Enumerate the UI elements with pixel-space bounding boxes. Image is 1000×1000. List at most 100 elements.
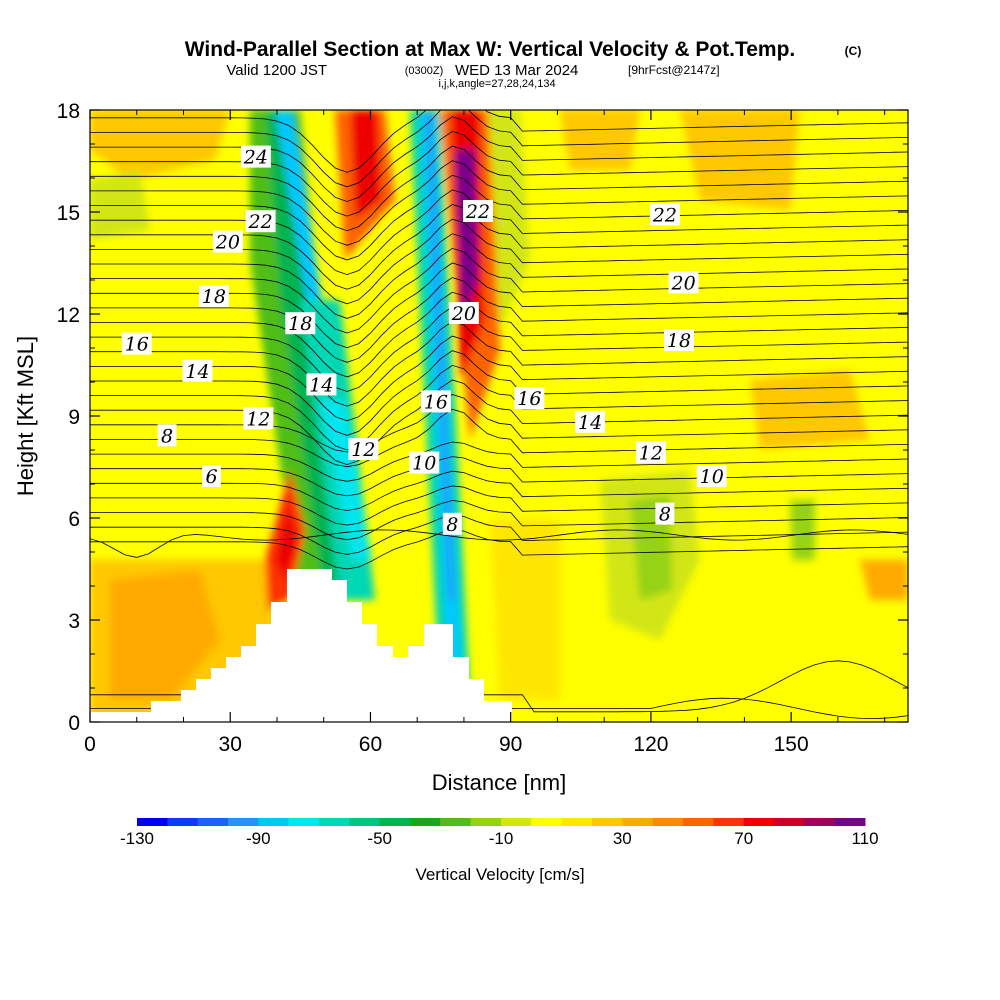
contour-label-text: 12 <box>246 408 270 430</box>
contour-label: 18 <box>285 312 316 335</box>
theta-contour-line <box>90 394 908 453</box>
theta-contour-line <box>90 145 908 232</box>
contour-label-bg <box>696 465 727 488</box>
theta-contour-line <box>90 174 908 261</box>
contour-label-bg <box>157 424 177 447</box>
contour-label: 22 <box>245 210 276 233</box>
contour-label-bg <box>212 230 243 253</box>
valid-time-label: Valid 1200 JST <box>226 62 327 79</box>
contour-label-text: 16 <box>517 388 541 410</box>
contour-label-bg <box>442 512 462 535</box>
colorbar-swatch <box>197 818 229 826</box>
colorbar-swatch <box>592 818 623 826</box>
colorbar-tick-label: -50 <box>367 829 392 848</box>
colorbar-swatch <box>137 818 168 826</box>
colorbar <box>137 818 866 826</box>
colorbar-swatch <box>440 818 472 826</box>
theta-contour-line <box>90 277 908 363</box>
contour-label-bg <box>285 312 316 335</box>
contour-label: 16 <box>121 332 152 356</box>
colorbar-label: Vertical Velocity [cm/s] <box>415 865 584 884</box>
theta-contour-line <box>90 110 908 188</box>
contour-label-bg <box>655 502 675 525</box>
theta-contour-line <box>90 189 908 276</box>
contour-label: 18 <box>664 329 694 352</box>
y-axis-label: Height [Kft MSL] <box>13 336 38 496</box>
shade-mid-weak <box>490 520 560 700</box>
valid-date-label: WED 13 Mar 2024 <box>455 62 578 79</box>
contour-label-text: 14 <box>185 361 209 383</box>
contour-label-text: 22 <box>248 211 273 233</box>
shade-upper-west <box>90 110 230 180</box>
valid-utc-label: (0300Z) <box>405 65 444 77</box>
colorbar-swatch <box>167 818 199 826</box>
contour-label-text: 16 <box>424 391 448 413</box>
contour-label-text: 6 <box>205 466 217 488</box>
colorbar-swatch <box>258 818 290 826</box>
shade-descent-west-core <box>275 110 330 350</box>
contour-label-text: 18 <box>202 286 226 308</box>
theta-contour-line <box>90 291 908 378</box>
contour-label-text: 24 <box>243 147 268 169</box>
contour-label-bg <box>668 271 699 294</box>
vertical-velocity-shading <box>90 110 908 722</box>
shade-upper-west-green <box>90 170 150 240</box>
colorbar-swatch <box>683 818 714 826</box>
contour-label-text: 8 <box>446 514 458 536</box>
contour-label-bg <box>348 438 379 460</box>
contour-label: 10 <box>409 451 440 475</box>
forecast-label: [9hrFcst@2147z] <box>628 63 720 77</box>
contour-label-bg <box>240 145 271 168</box>
x-tick-label: 90 <box>499 733 522 756</box>
contour-label-bg <box>121 332 152 355</box>
theta-contour-line <box>90 335 908 422</box>
contour-label-text: 22 <box>465 201 490 223</box>
colorbar-tick-label: 70 <box>734 829 753 848</box>
theta-contour-line <box>90 441 908 482</box>
y-axis-ticks: 0 3 6 9 12 15 18 <box>57 100 908 735</box>
contour-label: 12 <box>243 407 274 430</box>
contour-label: 20 <box>448 302 479 325</box>
shade-east-orange <box>750 370 870 450</box>
contour-label-bg <box>245 210 276 233</box>
theta-contour-line <box>90 110 908 173</box>
theta-contour-line <box>90 364 908 451</box>
contour-label-bg <box>463 200 493 222</box>
x-tick-label: 0 <box>84 733 96 756</box>
theta-contour-line <box>90 500 908 541</box>
theta-contour-line <box>90 233 908 319</box>
shade-updraft-1-core <box>350 110 382 220</box>
theta-contour-line <box>90 306 908 392</box>
theta-contour-line <box>90 529 908 570</box>
colorbar-swatch <box>622 818 654 826</box>
x-tick-label: 30 <box>219 733 242 756</box>
contour-label-bg <box>635 441 666 464</box>
plot-area: 24 22 20 18 16 14 12 8 6 18 14 12 10 8 16 20 22 22 20 18 16 1… <box>90 110 908 722</box>
colorbar-swatch <box>288 818 320 826</box>
contour-label-text: 8 <box>161 425 173 447</box>
theta-contour-line-low <box>90 529 908 558</box>
contour-label-bg <box>202 465 221 488</box>
colorbar-swatch <box>652 818 684 826</box>
contour-label-bg <box>448 302 479 324</box>
colorbar-swatch <box>319 818 350 826</box>
colorbar-swatch <box>349 818 381 826</box>
contour-label: 16 <box>420 390 451 413</box>
colorbar-swatch <box>531 818 563 826</box>
contour-label-text: 22 <box>652 204 677 226</box>
y-tick-label: 9 <box>68 406 80 429</box>
theta-contour-labels: 24 22 20 18 16 14 12 8 6 18 14 12 10 8 16 20 22 22 20 18 16 1… <box>121 145 727 536</box>
contour-label-bg <box>409 451 440 474</box>
chart-title: Wind-Parallel Section at Max W: Vertical… <box>185 38 796 61</box>
contour-label: 24 <box>240 145 271 169</box>
contour-label: 22 <box>649 203 680 226</box>
colorbar-swatch <box>713 818 745 826</box>
shade-descent-east-core <box>426 110 455 600</box>
contour-label: 8 <box>157 424 177 447</box>
colorbar-tick-label: -90 <box>246 829 271 848</box>
contour-label-bg <box>420 390 451 413</box>
contour-label-bg <box>514 387 545 409</box>
terrain-mask <box>90 569 512 722</box>
x-axis-label: Distance [nm] <box>432 770 567 795</box>
